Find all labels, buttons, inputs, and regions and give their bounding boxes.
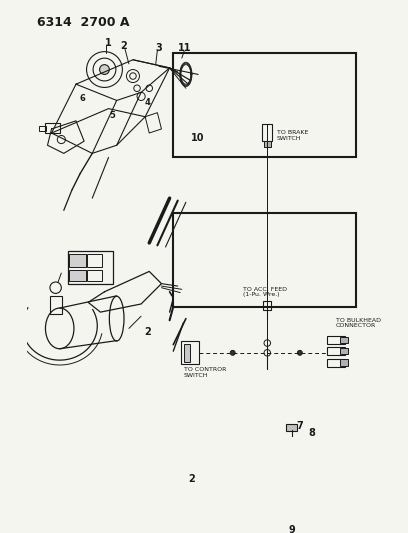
Bar: [69, 270, 86, 281]
Bar: [263, 301, 271, 311]
Bar: [264, 141, 271, 147]
Bar: [340, 336, 348, 343]
Bar: [173, 53, 356, 157]
Bar: [328, 359, 345, 367]
Bar: [39, 126, 46, 131]
Bar: [218, 463, 231, 487]
Text: 2: 2: [188, 474, 195, 484]
Bar: [173, 213, 356, 306]
Bar: [340, 348, 348, 354]
Circle shape: [297, 350, 302, 356]
Text: 10: 10: [191, 133, 204, 143]
Bar: [50, 296, 62, 314]
Bar: [87, 254, 102, 266]
Bar: [328, 347, 345, 356]
Bar: [68, 251, 113, 284]
Bar: [182, 342, 200, 364]
Text: 4: 4: [145, 98, 151, 107]
Text: 3: 3: [155, 43, 162, 53]
Bar: [262, 124, 272, 141]
Text: 6314  2700 A: 6314 2700 A: [37, 16, 129, 29]
Bar: [340, 359, 348, 366]
Text: TO BULKHEAD
CONNECTOR: TO BULKHEAD CONNECTOR: [336, 318, 381, 328]
Circle shape: [100, 64, 109, 75]
Text: 2: 2: [120, 41, 126, 51]
Text: 6: 6: [80, 94, 85, 103]
Circle shape: [280, 522, 287, 529]
Bar: [87, 270, 102, 281]
Text: 5: 5: [110, 111, 115, 119]
Text: TO ACC. FEED
(1-Pu. Wre.): TO ACC. FEED (1-Pu. Wre.): [243, 287, 287, 297]
Text: 9: 9: [288, 526, 295, 533]
Text: 1: 1: [105, 38, 112, 47]
Bar: [184, 344, 191, 362]
Text: 2: 2: [144, 327, 151, 337]
Text: 11: 11: [177, 43, 191, 53]
Text: 7: 7: [297, 421, 303, 431]
Bar: [286, 424, 297, 431]
Text: TO CONTROR
SWITCH: TO CONTROR SWITCH: [184, 367, 226, 378]
Text: 8: 8: [308, 427, 315, 438]
Bar: [45, 123, 60, 133]
Text: TO BRAKE
SWITCH: TO BRAKE SWITCH: [277, 130, 308, 141]
Circle shape: [230, 350, 235, 356]
Bar: [69, 254, 86, 266]
Bar: [328, 336, 345, 344]
